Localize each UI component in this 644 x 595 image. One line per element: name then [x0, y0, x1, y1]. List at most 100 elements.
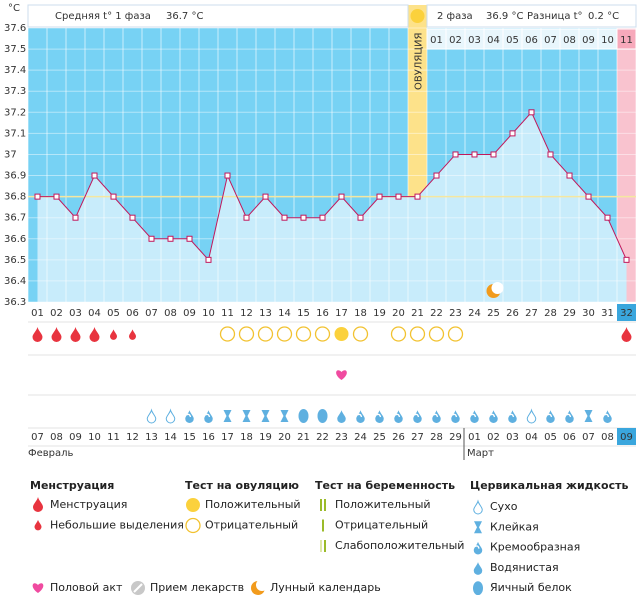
highlight-column: [617, 28, 636, 302]
creamy-icon: [357, 413, 363, 418]
x-tick-label: 31: [601, 308, 614, 319]
ovulation-negative-icon: [428, 326, 445, 342]
current-date-box: [617, 428, 636, 445]
dry-icon: [146, 408, 157, 424]
date-label: 26: [392, 432, 405, 443]
ovulation-sun: [410, 9, 425, 23]
pregnancy-weak-icon: [320, 540, 322, 552]
creamy-icon: [413, 410, 422, 423]
creamy-icon: [205, 413, 211, 418]
ovulation-negative-icon: [185, 517, 201, 534]
date-label: 29: [449, 432, 462, 443]
x-tick-label: 08: [164, 308, 177, 319]
legend-label: Лунный календарь: [270, 581, 381, 594]
spotting-icon: [34, 519, 42, 531]
x-tick-label: 24: [468, 308, 481, 319]
temperature-point: [262, 193, 269, 200]
date-label: 04: [525, 432, 538, 443]
date-label: 22: [316, 432, 329, 443]
temperature-point: [433, 172, 440, 179]
creamy-icon: [509, 413, 515, 418]
pregnancy-negative-icon: [322, 519, 324, 532]
temperature-point: [129, 214, 136, 221]
ovulation-negative-icon: [447, 326, 464, 342]
legend-label: Положительный: [335, 498, 431, 511]
temperature-point: [471, 151, 478, 158]
ovulation-positive-icon: [334, 327, 349, 341]
date-label: 27: [411, 432, 424, 443]
sticky-icon: [584, 410, 593, 422]
y-tick-label: 37: [4, 149, 17, 160]
pregnancy-positive-icon: [320, 499, 322, 511]
watery-icon: [473, 562, 483, 575]
sticky-icon: [280, 410, 289, 422]
x-tick-label: 21: [411, 308, 424, 319]
ovulation-negative-icon: [352, 326, 369, 342]
temperature-point: [357, 214, 364, 221]
creamy-icon: [414, 413, 420, 418]
x-tick-label: 23: [449, 308, 462, 319]
sticky-icon: [474, 521, 482, 534]
x-tick-label: 11: [221, 308, 234, 319]
legend-title: Тест на овуляцию: [185, 479, 299, 492]
temperature-point: [376, 193, 383, 200]
dry-icon: [526, 408, 537, 424]
phase2-day: 02: [449, 35, 462, 46]
date-label: 06: [563, 432, 576, 443]
x-tick-label: 04: [88, 308, 101, 319]
egg-white-icon: [317, 409, 328, 423]
creamy-icon: [375, 410, 384, 423]
date-label: 13: [145, 432, 158, 443]
date-label: 17: [221, 432, 234, 443]
temperature-point: [53, 193, 60, 200]
date-label: 07: [582, 432, 595, 443]
egg-white-icon: [473, 581, 483, 595]
temperature-point: [490, 151, 497, 158]
creamy-icon: [451, 410, 460, 423]
x-tick-label: 22: [430, 308, 443, 319]
date-label: 09: [620, 432, 633, 443]
creamy-icon: [490, 413, 496, 418]
current-day-box: [617, 304, 636, 321]
phase2-day: 09: [582, 35, 595, 46]
phase2-day: 10: [601, 35, 614, 46]
spotting-icon: [110, 329, 117, 340]
creamy-icon: [603, 410, 612, 423]
temperature-point: [224, 172, 231, 179]
temperature-point: [110, 193, 117, 200]
legend-title: Цервикальная жидкость: [470, 479, 628, 492]
legend-label: Отрицательный: [205, 519, 298, 532]
menstruation-icon: [51, 327, 62, 342]
temperature-point: [91, 172, 98, 179]
intercourse-icon: [32, 583, 44, 593]
creamy-icon: [489, 410, 498, 423]
temperature-point: [338, 193, 345, 200]
intercourse-icon: [336, 370, 347, 380]
sticky-icon: [242, 410, 251, 422]
legend-label: Яичный белок: [490, 581, 572, 594]
sticky-icon: [261, 410, 270, 422]
x-tick-label: 32: [620, 308, 633, 319]
x-tick-label: 02: [50, 308, 63, 319]
diff-label: Разница t°: [527, 11, 583, 22]
x-tick-label: 18: [354, 308, 367, 319]
x-tick-label: 07: [145, 308, 158, 319]
phase2-day: 03: [468, 35, 481, 46]
x-tick-label: 01: [31, 308, 44, 319]
temperature-point: [319, 214, 326, 221]
creamy-icon: [185, 410, 194, 423]
phase2-day: 04: [487, 35, 500, 46]
creamy-icon: [433, 413, 439, 418]
date-label: 21: [297, 432, 310, 443]
ovulation-negative-icon: [314, 326, 331, 342]
temperature-point: [585, 193, 592, 200]
date-label: 20: [278, 432, 291, 443]
x-tick-label: 29: [563, 308, 576, 319]
creamy-icon: [452, 413, 458, 418]
x-tick-label: 10: [202, 308, 215, 319]
creamy-icon: [508, 410, 517, 423]
date-label: 09: [69, 432, 82, 443]
temperature-area: [37, 112, 627, 302]
header-box: [27, 4, 409, 28]
ovulation-negative-icon: [409, 326, 426, 342]
